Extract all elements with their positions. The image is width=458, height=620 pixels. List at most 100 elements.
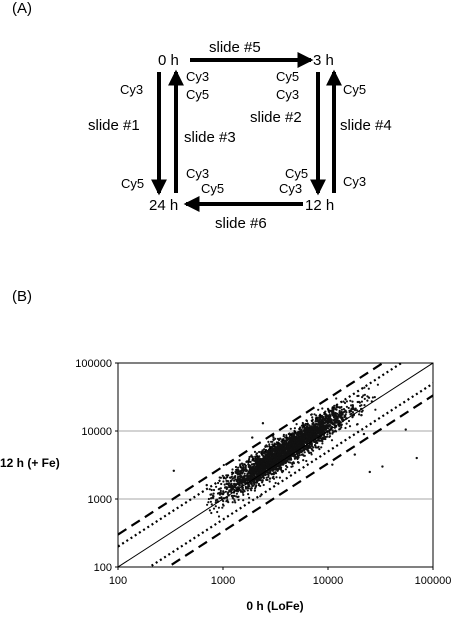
data-point [292, 462, 295, 465]
data-point [299, 436, 302, 439]
data-point [321, 422, 324, 425]
data-point [286, 451, 289, 454]
data-point [289, 461, 292, 464]
data-point [271, 469, 274, 472]
data-point [324, 419, 327, 422]
data-point [262, 452, 265, 455]
data-point [243, 472, 246, 475]
data-point [293, 453, 296, 456]
data-point [243, 478, 246, 481]
data-point [266, 445, 269, 448]
data-point [284, 468, 287, 471]
data-point [248, 496, 251, 499]
data-point [268, 445, 271, 448]
data-point [233, 499, 236, 502]
data-point [297, 461, 300, 464]
data-point [311, 416, 314, 419]
data-point [284, 450, 287, 453]
data-point [361, 409, 364, 412]
data-point [267, 466, 270, 469]
data-point [267, 440, 270, 443]
data-point [233, 476, 236, 479]
data-point [280, 469, 283, 473]
data-point [315, 427, 318, 430]
data-point [340, 426, 343, 429]
data-point [312, 446, 315, 449]
data-point [233, 488, 236, 491]
data-point [279, 453, 282, 456]
data-point [276, 437, 280, 440]
data-point [304, 427, 307, 431]
data-point [242, 493, 245, 496]
data-point [345, 405, 348, 408]
data-point [248, 475, 251, 479]
data-point [208, 488, 211, 491]
data-point [308, 424, 311, 427]
data-point [278, 446, 282, 449]
data-point [350, 408, 353, 411]
data-point [290, 438, 293, 441]
data-point [310, 447, 313, 450]
data-point [350, 412, 353, 415]
data-point [340, 423, 343, 426]
data-point [267, 473, 270, 477]
data-point [303, 431, 306, 434]
x-axis-title: 0 h (LoFe) [246, 599, 303, 613]
data-point [306, 435, 309, 438]
data-point [254, 487, 257, 490]
data-point [251, 455, 254, 459]
data-point [323, 424, 326, 427]
data-point [264, 453, 267, 457]
data-point [274, 451, 277, 455]
data-point [354, 409, 357, 412]
data-point [252, 479, 256, 482]
data-point [325, 421, 328, 424]
data-point [254, 478, 257, 481]
data-point [264, 445, 267, 448]
data-point [271, 455, 274, 459]
data-point [348, 425, 352, 428]
data-point [341, 416, 344, 419]
y-tick-label: 100 [94, 562, 112, 574]
data-point [352, 407, 355, 410]
dye-s1-top: Cy3 [120, 82, 143, 97]
node-3h: 3 h [313, 52, 334, 69]
reference-line-3-fold [166, 394, 433, 567]
x-tick-label: 100000 [415, 575, 452, 587]
data-point [257, 463, 260, 466]
data-point [313, 413, 316, 416]
data-point [268, 480, 271, 483]
data-point [327, 427, 330, 430]
y-tick-label: 100000 [75, 358, 112, 370]
data-point [347, 419, 351, 423]
data-point [319, 430, 322, 433]
data-point [358, 401, 361, 404]
data-point [250, 487, 253, 490]
data-point [255, 472, 258, 475]
data-point [268, 450, 271, 453]
data-point [279, 437, 282, 440]
data-point [261, 422, 265, 425]
data-point [367, 387, 370, 390]
label-slide-4: slide #4 [340, 117, 392, 134]
data-point [254, 455, 257, 458]
data-point [356, 423, 359, 426]
data-point [227, 501, 230, 504]
data-point [328, 413, 331, 416]
data-point [216, 510, 219, 514]
data-point [266, 452, 269, 455]
data-point [310, 444, 313, 448]
data-point [300, 453, 303, 456]
data-point [232, 494, 235, 497]
data-point [246, 489, 249, 492]
data-point [210, 493, 213, 496]
data-point [216, 498, 219, 501]
data-point [337, 415, 340, 418]
data-point [351, 404, 354, 407]
scatter-chart: 100 1000 10000 100000 100 1000 10000 100000 12 … [0, 358, 452, 613]
data-point [326, 415, 329, 418]
data-point [246, 472, 249, 475]
data-point [241, 486, 244, 489]
data-point [283, 441, 286, 444]
data-point [303, 451, 306, 454]
